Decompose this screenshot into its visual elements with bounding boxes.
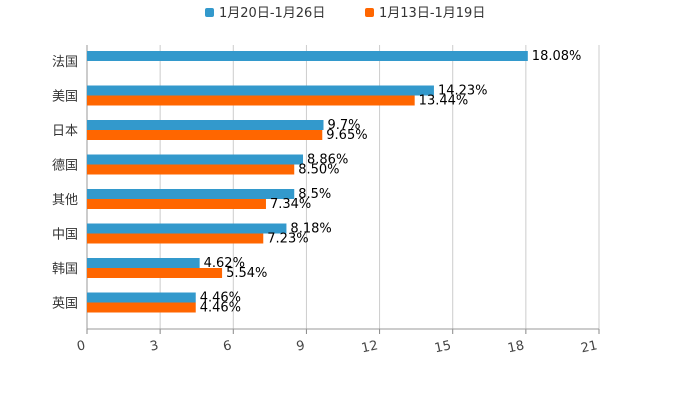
legend-swatch-0[interactable] [205,8,214,17]
x-tick-label-6: 6 [222,338,233,354]
bar-日本-series-1[interactable] [87,130,323,140]
x-tick-label-0: 0 [76,338,87,354]
bar-德国-series-1[interactable] [87,164,295,175]
bar-日本-series-0[interactable] [87,120,324,130]
data-label-中国-series-1: 7.23% [267,232,308,247]
bar-美国-series-0[interactable] [87,85,434,96]
category-label-德国: 德国 [52,159,78,174]
data-label-美国-series-0: 14.23% [438,84,488,99]
x-tick-label-12: 12 [360,338,379,356]
data-label-中国-series-0: 8.18% [290,222,331,237]
category-label-美国: 美国 [52,90,78,105]
bar-德国-series-0[interactable] [87,154,304,165]
category-label-其他: 其他 [52,193,78,208]
data-label-日本-series-0: 9.7% [327,118,360,133]
category-label-英国: 英国 [52,297,78,312]
data-label-德国-series-0: 8.86% [307,153,348,168]
data-label-其他-series-1: 7.34% [270,197,311,212]
bar-其他-series-0[interactable] [87,189,295,199]
data-label-英国-series-0: 4.46% [200,291,241,306]
x-tick-label-15: 15 [433,338,452,356]
bar-英国-series-0[interactable] [87,292,196,303]
x-tick-label-9: 9 [295,338,306,354]
bars [87,51,528,313]
bar-中国-series-1[interactable] [87,233,264,244]
bar-英国-series-1[interactable] [87,302,196,313]
bar-韩国-series-0[interactable] [87,258,200,268]
category-label-日本: 日本 [52,124,78,139]
bar-其他-series-1[interactable] [87,199,266,209]
legend-label-1[interactable]: 1月13日-1月19日 [379,6,485,21]
legend-label-0[interactable]: 1月20日-1月26日 [219,6,325,21]
x-tick-label-21: 21 [580,338,599,356]
bar-韩国-series-1[interactable] [87,268,223,278]
data-label-法国-series-0: 18.08% [532,49,582,64]
data-label-美国-series-1: 13.44% [419,94,469,109]
x-tick-label-3: 3 [149,338,160,354]
data-label-韩国-series-0: 4.62% [204,256,245,271]
category-label-中国: 中国 [52,228,78,243]
legend: 1月20日-1月26日 1月13日-1月19日 [205,6,485,21]
bar-美国-series-1[interactable] [87,95,415,106]
legend-swatch-1[interactable] [365,8,374,17]
data-label-韩国-series-1: 5.54% [226,266,267,281]
bar-中国-series-0[interactable] [87,223,287,234]
data-label-日本-series-1: 9.65% [326,128,367,143]
category-label-韩国: 韩国 [52,262,78,277]
labels: 18.08% 14.23%13.44% 9.7%9.65% 8.86%8.50% 8.5… [200,49,582,316]
data-label-其他-series-0: 8.5% [298,187,331,202]
data-label-英国-series-1: 4.46% [200,301,241,316]
x-tick-label-18: 18 [506,338,525,356]
data-label-德国-series-1: 8.50% [298,163,339,178]
bar-法国-series-0[interactable] [87,51,528,61]
category-label-法国: 法国 [52,55,78,70]
